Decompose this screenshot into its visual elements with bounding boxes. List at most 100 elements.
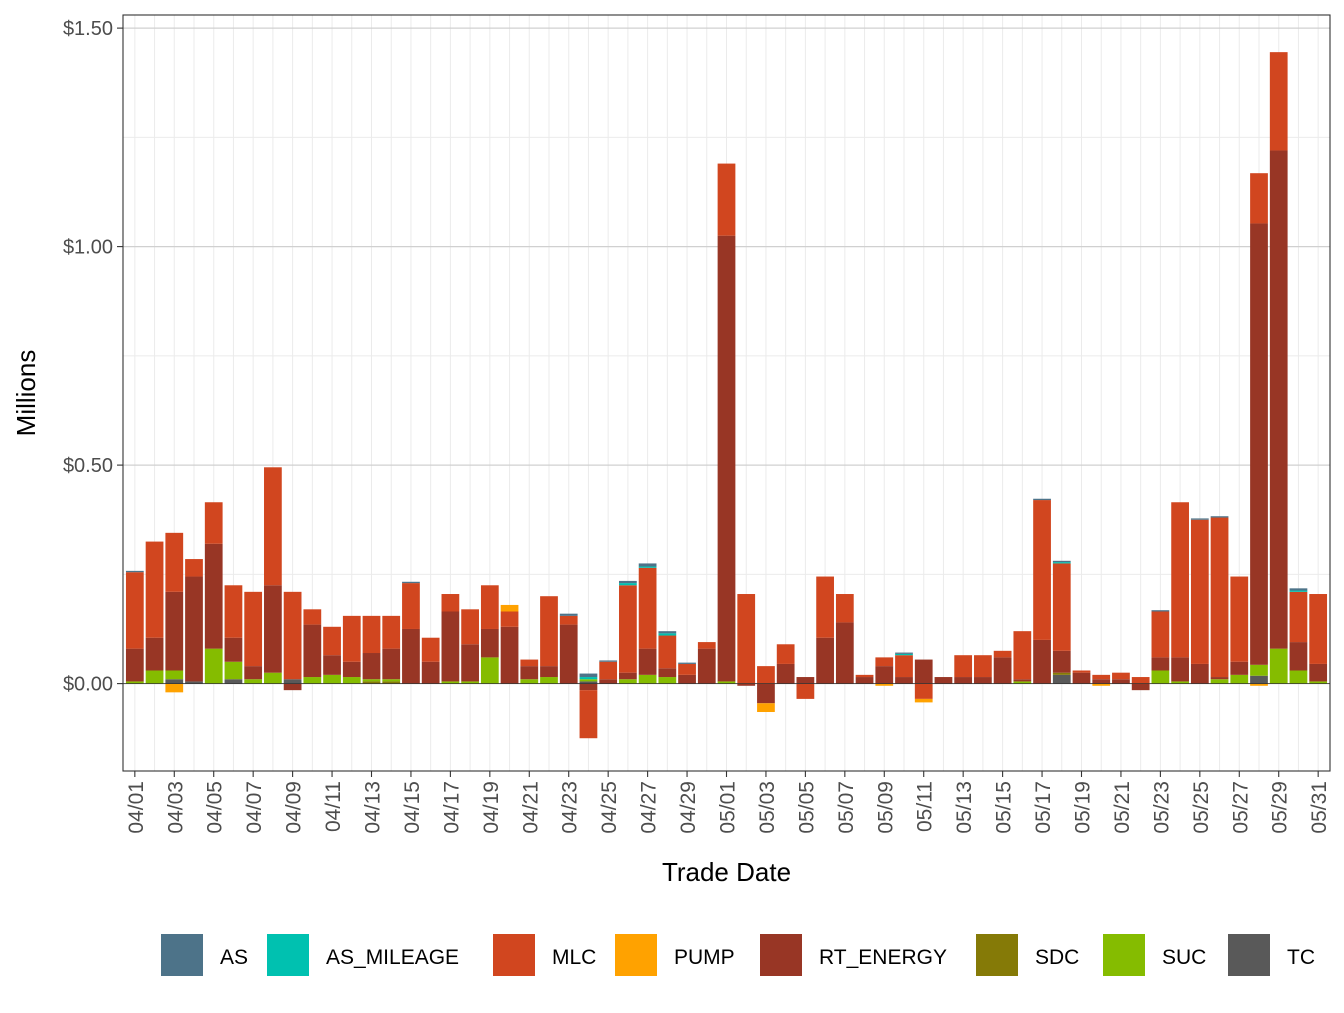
bar-segment-mlc [1171, 502, 1189, 658]
bar-segment-pump [1250, 683, 1268, 686]
bar-segment-as [1289, 588, 1308, 591]
legend-label: AS_MILEAGE [326, 946, 459, 969]
y-axis: $0.00 $0.50 $1.00 $1.50 [63, 18, 123, 696]
bar-segment-mlc [480, 585, 499, 629]
bar-segment-suc [717, 681, 736, 684]
bar-segment-mlc [757, 666, 775, 684]
legend-key-as [161, 934, 203, 976]
bar-segment-rt-energy [362, 653, 381, 680]
x-tick-label: 05/17 [1032, 781, 1055, 834]
legend-key-sdc [976, 934, 1018, 976]
bar-segment-mlc [1210, 517, 1229, 678]
x-tick-label: 04/15 [401, 781, 424, 834]
legend-label: RT_ENERGY [819, 946, 947, 969]
bar-segment-as-mileage [638, 566, 657, 568]
bar-segment-rt-energy [224, 637, 243, 662]
bar-segment-mlc [303, 609, 322, 625]
x-tick-label: 05/09 [874, 781, 897, 834]
bar-segment-mlc [1250, 173, 1268, 224]
bar-segment-mlc [1151, 611, 1170, 658]
bar-segment-mlc [697, 642, 716, 649]
legend-label: SDC [1035, 946, 1079, 969]
legend-key-suc [1103, 934, 1145, 976]
bar-segment-suc [1309, 681, 1328, 684]
x-tick-label: 05/15 [993, 781, 1016, 834]
bar-segment-mlc [224, 585, 243, 638]
bar-segment-rt-energy [1230, 661, 1249, 675]
bar-segment-suc [1289, 670, 1308, 684]
bar-segment-rt-energy [855, 677, 874, 684]
bar-segment-rt-energy [599, 679, 618, 684]
bar-segment-rt-energy [974, 677, 992, 684]
bar-segment-suc [342, 677, 361, 684]
bar-segment-suc [1013, 681, 1032, 684]
bar-segment-rt-energy [382, 648, 401, 680]
bar-segment-tc [1250, 675, 1268, 684]
bar-segment-mlc [1052, 563, 1071, 651]
bar-segment-suc [1151, 670, 1170, 684]
bar-segment-rt-energy [776, 663, 795, 684]
bar-segment-rt-energy [638, 648, 657, 675]
x-tick-label: 05/13 [953, 781, 976, 834]
x-axis: 04/01 04/03 04/05 04/07 04/09 04/11 04/13 04/15… [125, 771, 1331, 834]
bar-segment-rt-energy [1072, 672, 1091, 684]
x-tick-label: 05/21 [1111, 781, 1134, 834]
bar-segment-suc [1171, 681, 1189, 684]
bar-segment-mlc [1112, 672, 1130, 680]
x-axis-title: Trade Date [662, 857, 791, 887]
bar-segment-suc [461, 681, 479, 684]
bar-segment-rt-energy [165, 591, 184, 671]
y-tick-label: $1.00 [63, 237, 113, 259]
bar-segment-mlc [323, 626, 341, 656]
bar-segment-rt-energy [540, 666, 558, 678]
bar-segment-tc [165, 679, 184, 684]
y-axis-title: Millions [11, 350, 41, 437]
bar-segment-suc [303, 677, 322, 684]
bar-segment-rt-energy [1033, 639, 1051, 684]
bar-segment-rt-energy [993, 657, 1012, 684]
bar-segment-rt-energy [264, 585, 282, 673]
bar-segment-mlc [264, 467, 282, 586]
bar-segment-as [1033, 498, 1051, 501]
bar-segment-tc [224, 679, 243, 684]
bar-segment-suc [619, 679, 637, 684]
bar-segment-suc [204, 648, 223, 684]
bar-segment-suc [638, 674, 657, 684]
x-tick-label: 04/07 [243, 781, 266, 834]
bar-segment-mlc [776, 644, 795, 664]
bar-segment-rt-energy [421, 661, 440, 684]
legend-label: TC [1287, 946, 1315, 969]
bar-segment-rt-energy [1171, 657, 1189, 682]
bar-segment-rt-energy [796, 677, 815, 684]
bar-segment-mlc [1131, 677, 1150, 684]
bar-segment-suc [1269, 648, 1288, 684]
bar-segment-rt-energy [697, 648, 716, 684]
bar-segment-rt-energy [1210, 677, 1229, 680]
bar-segment-as [619, 580, 637, 584]
bar-segment-as-mileage [658, 633, 677, 636]
bar-segment-mlc [559, 615, 578, 625]
bar-segment-pump [1092, 683, 1111, 686]
x-tick-label: 05/19 [1072, 781, 1095, 834]
x-tick-label: 04/21 [519, 781, 542, 834]
bar-segment-rt-energy [717, 235, 736, 682]
x-tick-label: 05/11 [914, 781, 937, 832]
bar-segment-rt-energy [342, 661, 361, 678]
bar-segment-as [579, 673, 598, 678]
x-tick-label: 05/23 [1150, 781, 1173, 834]
bar-segment-mlc [1013, 631, 1032, 680]
bar-segment-rt-energy [737, 683, 756, 686]
bar-segment-mlc [125, 572, 144, 649]
y-tick-label: $0.50 [63, 455, 113, 477]
bar-segment-suc [382, 679, 401, 682]
bar-segment-mlc [1190, 519, 1209, 664]
bar-segment-suc [165, 670, 184, 680]
bar-segment-rt-energy [1309, 663, 1328, 682]
bar-segment-tc [1052, 674, 1071, 684]
bar-segment-as [1210, 516, 1229, 518]
bar-segment-sdc [362, 681, 381, 684]
x-tick-label: 05/27 [1229, 781, 1252, 834]
bar-segment-mlc [165, 532, 184, 592]
bar-segment-mlc [1309, 594, 1328, 664]
